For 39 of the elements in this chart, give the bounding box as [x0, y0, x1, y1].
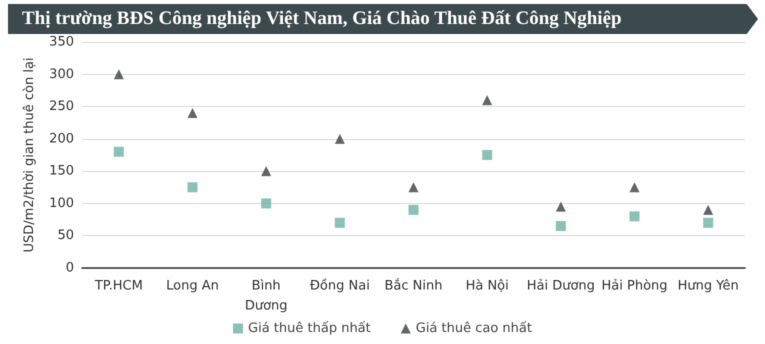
point	[188, 182, 198, 192]
point	[261, 198, 272, 208]
x-tick-label: Đồng Nai	[310, 278, 370, 294]
point	[334, 218, 345, 228]
point	[630, 211, 640, 222]
legend-label: Giá thuê thấp nhất	[248, 321, 371, 336]
x-tick-label: Hưng Yên	[678, 278, 739, 294]
point	[556, 221, 566, 232]
point	[556, 202, 566, 212]
y-tick-label: 350	[49, 34, 74, 50]
y-tick-label: 250	[49, 99, 74, 114]
legend-label: Giá thuê cao nhất	[416, 321, 532, 336]
point	[261, 166, 272, 176]
point	[114, 69, 124, 80]
x-tick-label: Bắc Ninh	[384, 278, 442, 294]
x-tick-label: Hải Dương	[526, 278, 595, 294]
point	[408, 204, 418, 215]
x-tick-label: Bình Dương	[244, 278, 288, 314]
x-tick-label: Hà Nội	[466, 278, 509, 294]
point	[334, 134, 345, 144]
x-tick-label: Long An	[166, 278, 219, 294]
y-tick-label: 300	[49, 66, 74, 82]
chart-title: Thị trường BĐS Công nghiệp Việt Nam, Giá Chào Thuê Đất Công Nghiệp	[8, 4, 758, 34]
point	[188, 108, 198, 118]
x-tick-label: Hải Phòng	[601, 278, 668, 294]
point	[703, 204, 714, 215]
point	[482, 95, 492, 106]
y-tick-label: 200	[49, 131, 74, 146]
point	[630, 182, 640, 192]
point	[114, 146, 124, 157]
y-tick-label: 0	[66, 260, 74, 276]
y-tick-label: 50	[57, 228, 74, 244]
x-tick-label: TP.HCM	[94, 278, 143, 294]
y-tick-label: 150	[49, 164, 74, 179]
point	[408, 182, 418, 192]
point	[482, 150, 492, 160]
y-tick-label: 100	[49, 196, 74, 211]
point	[703, 218, 714, 228]
y-axis-title: USD/m2/thời gian thuê còn lại	[22, 57, 37, 253]
